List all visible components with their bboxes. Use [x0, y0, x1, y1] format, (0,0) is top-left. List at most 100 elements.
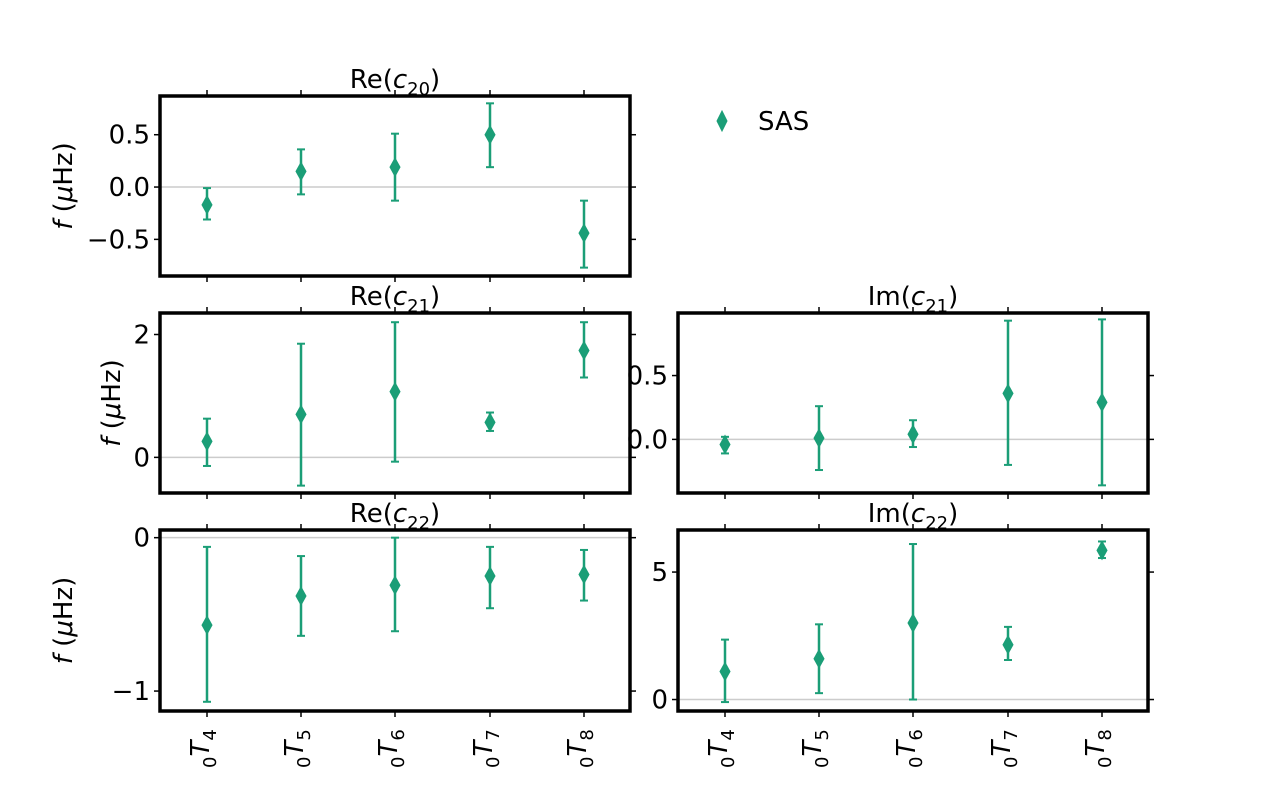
data-point-diamond: [484, 124, 496, 145]
x-tick-label-sub: 5: [812, 729, 833, 740]
panel-title: Im(c21): [868, 282, 959, 317]
y-axis-label-unit: Hz): [49, 142, 79, 185]
x-tick-label-sub: 8: [1095, 729, 1116, 740]
x-tick-label-main: T: [1081, 739, 1111, 757]
data-point-diamond: [907, 424, 919, 445]
x-tick-label: 0T6: [374, 729, 409, 768]
x-tick-label: 0T7: [987, 729, 1022, 768]
x-tick-label-sub: 7: [483, 729, 504, 740]
data-point-diamond: [295, 161, 307, 182]
x-tick-label: 0T7: [469, 729, 504, 768]
data-point-diamond: [578, 223, 590, 244]
title-suffix: ): [430, 282, 440, 312]
x-tick-label: 0T5: [798, 729, 833, 768]
title-variable: c: [911, 499, 925, 529]
x-tick-label-main: T: [469, 739, 499, 757]
data-point-diamond: [389, 157, 401, 178]
x-tick-label-prefix: 0: [812, 757, 833, 768]
y-tick-label: 5: [651, 558, 668, 588]
title-prefix: Re(: [350, 282, 393, 312]
y-tick-label: 0.0: [109, 173, 150, 203]
y-axis-label-mu: μ: [97, 403, 127, 421]
legend-label: SAS: [758, 107, 809, 137]
title-subscript: 22: [407, 513, 430, 534]
panel-title: Im(c22): [868, 499, 959, 534]
data-point-diamond: [295, 585, 307, 606]
title-prefix: Im(: [868, 282, 911, 312]
x-tick-label: 0T4: [186, 729, 221, 768]
x-tick-label-sub: 4: [718, 729, 739, 740]
title-subscript: 21: [925, 296, 948, 317]
y-tick-label: 0: [133, 524, 150, 554]
title-variable: c: [393, 65, 407, 95]
y-tick-label: 2: [133, 321, 150, 351]
x-tick-label-sub: 6: [906, 729, 927, 740]
data-point-diamond: [578, 340, 590, 361]
x-tick-label-sub: 6: [388, 729, 409, 740]
y-axis-label: f (μHz): [49, 577, 79, 664]
title-variable: c: [393, 499, 407, 529]
panel-re-c21: 2 0 Re(c21) f (μHz): [97, 282, 636, 499]
data-point-diamond: [295, 404, 307, 425]
x-tick-label-main: T: [280, 739, 310, 757]
panel-re-c20: 0.5 0.0 −0.5 Re(c20) f (μHz): [49, 65, 636, 282]
y-tick-label: 0: [133, 443, 150, 473]
y-tick-label: 0.5: [109, 121, 150, 151]
data-point-diamond: [1002, 383, 1014, 404]
x-tick-label-main: T: [798, 739, 828, 757]
x-tick-label: 0T5: [280, 729, 315, 768]
x-tick-label: 0T6: [892, 729, 927, 768]
x-tick-label-sub: 8: [577, 729, 598, 740]
y-axis-label-mu: μ: [49, 186, 79, 204]
x-tick-label-main: T: [186, 739, 216, 757]
x-tick-label-prefix: 0: [483, 757, 504, 768]
x-tick-label-main: T: [704, 739, 734, 757]
title-variable: c: [393, 282, 407, 312]
title-prefix: Re(: [350, 65, 393, 95]
data-point-diamond: [1096, 540, 1108, 561]
title-suffix: ): [430, 65, 440, 95]
data-point-diamond: [578, 564, 590, 585]
y-tick-label: −1: [112, 677, 150, 707]
y-axis-label: f (μHz): [97, 359, 127, 446]
x-tick-label-sub: 5: [294, 729, 315, 740]
y-axis-label-paren: (: [97, 419, 127, 437]
y-axis-label-mu: μ: [49, 620, 79, 638]
x-tick-label-prefix: 0: [388, 757, 409, 768]
x-tick-label-main: T: [563, 739, 593, 757]
legend-marker-diamond: [716, 109, 728, 133]
x-tick-label-sub: 7: [1001, 729, 1022, 740]
title-subscript: 20: [407, 79, 430, 100]
y-tick-label: 0: [651, 686, 668, 716]
data-point-diamond: [1096, 392, 1108, 413]
x-tick-label-prefix: 0: [906, 757, 927, 768]
x-tick-label: 0T8: [563, 729, 598, 768]
title-variable: c: [911, 282, 925, 312]
data-point-diamond: [719, 661, 731, 682]
data-point-diamond: [201, 615, 213, 636]
data-point-diamond: [484, 412, 496, 433]
data-point-diamond: [813, 428, 825, 449]
y-axis-label-unit: Hz): [97, 359, 127, 402]
x-tick-label-main: T: [374, 739, 404, 757]
title-subscript: 21: [407, 296, 430, 317]
x-tick-label-prefix: 0: [200, 757, 221, 768]
title-suffix: ): [430, 499, 440, 529]
x-tick-label-sub: 4: [200, 729, 221, 740]
y-tick-label: −0.5: [87, 225, 150, 255]
title-suffix: ): [948, 282, 958, 312]
title-suffix: ): [948, 499, 958, 529]
data-point-diamond: [201, 194, 213, 215]
data-point-diamond: [907, 613, 919, 634]
data-point-diamond: [389, 381, 401, 402]
x-tick-label-prefix: 0: [1095, 757, 1116, 768]
panel-im-c21: 0.5 0.0 Im(c21): [627, 282, 1154, 499]
x-tick-label-prefix: 0: [577, 757, 598, 768]
x-tick-label-main: T: [892, 739, 922, 757]
data-point-diamond: [389, 575, 401, 596]
x-tick-label-prefix: 0: [1001, 757, 1022, 768]
